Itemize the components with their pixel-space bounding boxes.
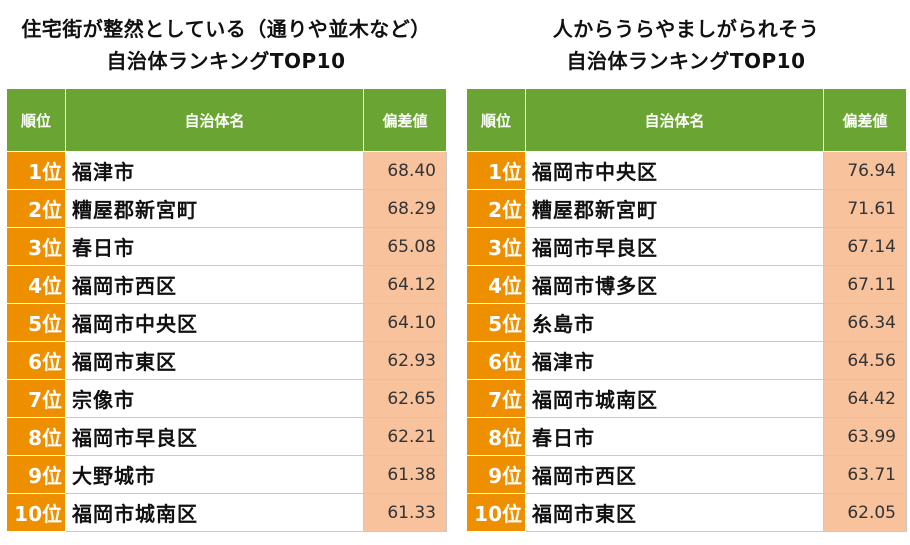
score-value: 67.11 [823, 265, 907, 304]
municipality-name: 福津市 [65, 151, 364, 190]
table-header-row: 順位 自治体名 偏差値 [6, 88, 447, 152]
rank-cell: 6位 [6, 341, 66, 380]
municipality-name: 春日市 [525, 417, 824, 456]
left-ranking-panel: 住宅街が整然としている（通りや並木など） 自治体ランキングTOP10 順位 自治… [6, 0, 447, 532]
municipality-name: 福岡市東区 [65, 341, 364, 380]
header-score: 偏差値 [823, 88, 907, 152]
score-value: 63.99 [823, 417, 907, 456]
rank-cell: 7位 [466, 379, 526, 418]
score-value: 64.10 [363, 303, 447, 342]
score-value: 64.42 [823, 379, 907, 418]
table-row: 4位 福岡市西区 64.12 [6, 265, 447, 304]
table-row: 7位 宗像市 62.65 [6, 379, 447, 418]
left-ranking-table: 順位 自治体名 偏差値 1位 福津市 68.40 2位 糟屋郡新宮町 68.29 3位春… [6, 88, 447, 532]
municipality-name: 福岡市城南区 [525, 379, 824, 418]
table-row: 7位 福岡市城南区 64.42 [466, 379, 907, 418]
score-value: 63.71 [823, 455, 907, 494]
table-row: 5位 福岡市中央区 64.10 [6, 303, 447, 342]
municipality-name: 糟屋郡新宮町 [525, 189, 824, 228]
score-value: 71.61 [823, 189, 907, 228]
rank-cell: 10位 [6, 493, 66, 532]
table-row: 4位 福岡市博多区 67.11 [466, 265, 907, 304]
municipality-name: 福岡市中央区 [525, 151, 824, 190]
municipality-name: 福岡市早良区 [65, 417, 364, 456]
table-row: 2位 糟屋郡新宮町 71.61 [466, 189, 907, 228]
municipality-name: 大野城市 [65, 455, 364, 494]
municipality-name: 福岡市西区 [525, 455, 824, 494]
municipality-name: 福岡市博多区 [525, 265, 824, 304]
rank-cell: 6位 [466, 341, 526, 380]
left-title-line2: 自治体ランキングTOP10 [106, 49, 346, 73]
table-row: 5位 糸島市 66.34 [466, 303, 907, 342]
left-title-line1: 住宅街が整然としている（通りや並木など） [21, 17, 431, 41]
score-value: 65.08 [363, 227, 447, 266]
rank-cell: 8位 [6, 417, 66, 456]
municipality-name: 糸島市 [525, 303, 824, 342]
score-value: 67.14 [823, 227, 907, 266]
municipality-name: 福津市 [525, 341, 824, 380]
municipality-name: 福岡市西区 [65, 265, 364, 304]
rank-cell: 4位 [466, 265, 526, 304]
score-value: 76.94 [823, 151, 907, 190]
municipality-name: 福岡市早良区 [525, 227, 824, 266]
table-row: 3位 春日市 65.08 [6, 227, 447, 266]
rank-cell: 3位 [6, 227, 66, 266]
score-value: 64.12 [363, 265, 447, 304]
rank-cell: 1位 [466, 151, 526, 190]
score-value: 68.40 [363, 151, 447, 190]
municipality-name: 宗像市 [65, 379, 364, 418]
right-title-line1: 人からうらやましがられそう [552, 17, 820, 41]
municipality-name: 春日市 [65, 227, 364, 266]
table-row: 8位 福岡市早良区 62.21 [6, 417, 447, 456]
header-name: 自治体名 [525, 88, 824, 152]
rank-cell: 1位 [6, 151, 66, 190]
table-row: 1位 福岡市中央区 76.94 [466, 151, 907, 190]
score-value: 68.29 [363, 189, 447, 228]
right-ranking-panel: 人からうらやましがられそう 自治体ランキングTOP10 順位 自治体名 偏差値 … [466, 0, 907, 532]
table-row: 3位 福岡市早良区 67.14 [466, 227, 907, 266]
table-row: 2位 糟屋郡新宮町 68.29 [6, 189, 447, 228]
table-header-row: 順位 自治体名 偏差値 [466, 88, 907, 152]
rank-cell: 2位 [466, 189, 526, 228]
municipality-name: 糟屋郡新宮町 [65, 189, 364, 228]
score-value: 62.93 [363, 341, 447, 380]
table-row: 10位 福岡市城南区 61.33 [6, 493, 447, 532]
table-row: 8位 春日市 63.99 [466, 417, 907, 456]
municipality-name: 福岡市中央区 [65, 303, 364, 342]
rank-cell: 5位 [6, 303, 66, 342]
score-value: 61.33 [363, 493, 447, 532]
score-value: 62.21 [363, 417, 447, 456]
right-title-line2: 自治体ランキングTOP10 [566, 49, 806, 73]
header-score: 偏差値 [363, 88, 447, 152]
header-rank: 順位 [466, 88, 526, 152]
table-row: 9位 大野城市 61.38 [6, 455, 447, 494]
table-row: 1位 福津市 68.40 [6, 151, 447, 190]
rank-cell: 7位 [6, 379, 66, 418]
rank-cell: 10位 [466, 493, 526, 532]
rank-cell: 3位 [466, 227, 526, 266]
table-row: 6位 福津市 64.56 [466, 341, 907, 380]
score-value: 62.65 [363, 379, 447, 418]
rank-cell: 8位 [466, 417, 526, 456]
rank-cell: 9位 [6, 455, 66, 494]
rank-cell: 9位 [466, 455, 526, 494]
municipality-name: 福岡市城南区 [65, 493, 364, 532]
header-name: 自治体名 [65, 88, 364, 152]
table-row: 6位 福岡市東区 62.93 [6, 341, 447, 380]
right-ranking-table: 順位 自治体名 偏差値 1位 福岡市中央区 76.94 2位 糟屋郡新宮町 71.61 … [466, 88, 907, 532]
score-value: 62.05 [823, 493, 907, 532]
table-row: 9位 福岡市西区 63.71 [466, 455, 907, 494]
rank-cell: 5位 [466, 303, 526, 342]
score-value: 64.56 [823, 341, 907, 380]
table-row: 10位 福岡市東区 62.05 [466, 493, 907, 532]
municipality-name: 福岡市東区 [525, 493, 824, 532]
score-value: 66.34 [823, 303, 907, 342]
score-value: 61.38 [363, 455, 447, 494]
rank-cell: 2位 [6, 189, 66, 228]
rank-cell: 4位 [6, 265, 66, 304]
header-rank: 順位 [6, 88, 66, 152]
